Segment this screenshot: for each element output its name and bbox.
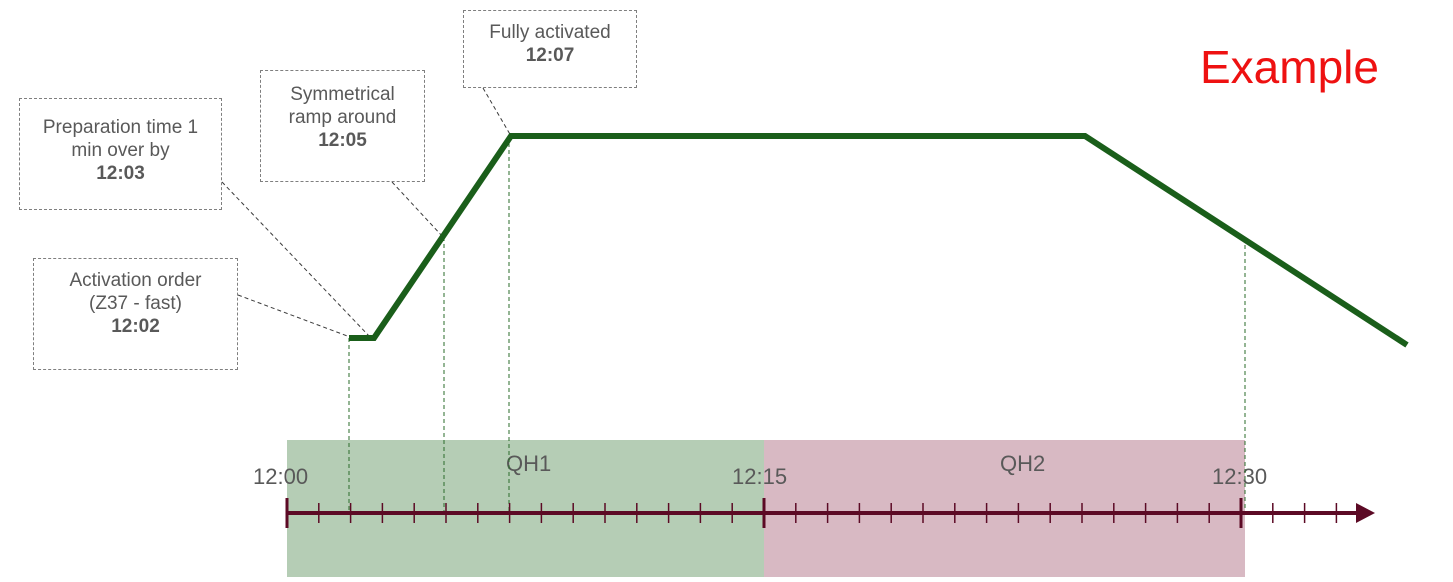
callout-symmetrical-ramp: Symmetrical ramp around 12:05 xyxy=(260,70,425,182)
callout-activation-time: 12:02 xyxy=(111,316,160,337)
callout-preparation-line1: Preparation time 1 xyxy=(42,117,199,138)
callout-fully-time: 12:07 xyxy=(525,45,575,66)
tick-label-1215: 12:15 xyxy=(732,464,787,489)
callout-preparation-line2: min over by xyxy=(71,140,170,161)
callout-fully-activated: Fully activated 12:07 xyxy=(463,10,637,88)
leader-activation xyxy=(237,294,351,338)
callout-activation-order: Activation order (Z37 - fast) 12:02 xyxy=(33,258,238,370)
tick-label-1200: 12:00 xyxy=(253,464,308,489)
callout-symmetrical-time: 12:05 xyxy=(318,130,367,151)
callout-activation-line2: (Z37 - fast) xyxy=(89,293,182,314)
callout-fully-line1: Fully activated xyxy=(489,22,611,43)
activation-ramp-line xyxy=(349,133,1409,348)
qh2-band xyxy=(764,440,1245,577)
tick-label-1230: 12:30 xyxy=(1212,464,1267,489)
leader-fully xyxy=(482,87,512,137)
callout-preparation-time: Preparation time 1 min over by 12:03 xyxy=(19,98,222,210)
qh1-band xyxy=(287,440,764,577)
example-label: Example xyxy=(1200,41,1379,93)
axis-arrow-icon xyxy=(1356,503,1375,523)
callout-symmetrical-line1: Symmetrical xyxy=(290,84,395,105)
qh1-label: QH1 xyxy=(506,451,551,476)
leader-preparation xyxy=(221,181,371,338)
callout-preparation-time-value: 12:03 xyxy=(96,163,145,184)
qh2-label: QH2 xyxy=(1000,451,1045,476)
callout-symmetrical-line2: ramp around xyxy=(288,107,397,128)
time-axis xyxy=(285,498,1375,528)
leader-symmetrical xyxy=(391,181,444,238)
callout-activation-line1: Activation order xyxy=(69,270,202,291)
